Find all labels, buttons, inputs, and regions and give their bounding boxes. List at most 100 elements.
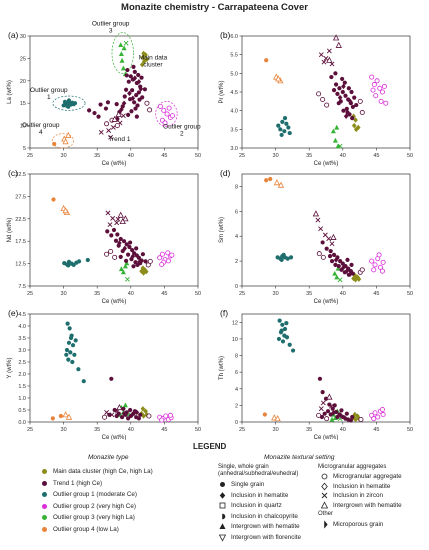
data-point xyxy=(76,259,82,264)
series-trend-1-diamond xyxy=(331,410,348,421)
y-axis-label: Sm (wt%) xyxy=(219,217,225,243)
data-point xyxy=(330,406,335,411)
legend-single-inclusion-in-hematite: Inclusion in hematite xyxy=(218,491,288,500)
legend-item-label: Outlier group 3 (very high La) xyxy=(53,514,135,521)
data-point xyxy=(371,82,377,88)
data-point xyxy=(166,105,172,111)
series-outlier-group-4-open-triangle xyxy=(62,411,73,420)
data-point xyxy=(138,86,144,92)
series-main-data-cluster-diamond xyxy=(139,265,149,276)
circle-marker-icon xyxy=(42,492,47,497)
x-tick-label: 30 xyxy=(61,291,67,297)
data-point xyxy=(337,86,342,91)
data-point xyxy=(141,270,146,276)
data-point xyxy=(52,141,57,147)
series-outlier-group-3-x xyxy=(125,276,130,282)
data-point xyxy=(131,264,136,269)
panel-letter: (d) xyxy=(220,168,231,178)
legend-title: LEGEND xyxy=(193,442,227,451)
data-point xyxy=(288,255,294,260)
legend-setting-heading: Monazite textural setting xyxy=(264,454,335,461)
x-tick-label: 30 xyxy=(273,427,279,433)
data-point xyxy=(98,102,103,107)
data-point xyxy=(130,95,136,102)
y-tick-label: 6 xyxy=(235,209,238,215)
data-point xyxy=(326,48,332,54)
group-outline xyxy=(51,133,75,149)
open-diamond-marker-icon xyxy=(321,482,328,490)
series-outlier-group-4-circle xyxy=(51,197,56,202)
x-tick-label: 35 xyxy=(306,427,312,433)
legend-item-label: Intergrown with hematite xyxy=(231,523,300,530)
data-point xyxy=(66,104,71,109)
data-point xyxy=(274,415,281,422)
data-point xyxy=(67,326,72,331)
data-point xyxy=(119,217,126,224)
data-point xyxy=(108,134,114,140)
series-trend-1-x xyxy=(315,217,335,247)
data-point xyxy=(120,113,126,119)
series-outlier-group-2-open-circle xyxy=(369,252,386,274)
legend-single-inclusion-in-chalcopyrite: Inclusion in chalcopyrite xyxy=(218,512,298,521)
y-tick-label: 4.0 xyxy=(230,109,238,115)
data-point xyxy=(341,264,346,271)
data-point xyxy=(143,259,148,264)
legend-item-label: Inclusion in quartz xyxy=(231,502,282,509)
data-point xyxy=(114,123,120,129)
series-trend-1-diamond xyxy=(333,257,353,277)
data-point xyxy=(331,88,337,93)
series-outlier-group-4-circle xyxy=(50,413,64,421)
series-outlier-group-4-open-triangle xyxy=(273,179,285,188)
series-outlier-group-2-open-circle xyxy=(369,407,386,422)
data-point xyxy=(147,107,153,113)
y-tick-label: 32.5 xyxy=(15,172,26,178)
data-point xyxy=(110,215,116,221)
data-point xyxy=(62,411,69,418)
data-point xyxy=(352,95,357,100)
data-point xyxy=(105,210,111,216)
data-point xyxy=(64,352,69,357)
data-point xyxy=(320,400,326,406)
data-point xyxy=(127,244,132,250)
circle-marker-icon xyxy=(42,480,47,486)
data-point xyxy=(336,263,341,269)
circle-marker-icon xyxy=(42,515,47,520)
y-tick-label: 5.0 xyxy=(230,71,238,77)
series-trend-1-x xyxy=(98,113,126,140)
data-point xyxy=(137,259,142,265)
data-point xyxy=(326,56,333,63)
y-tick-label: 1.0 xyxy=(18,396,26,402)
data-point xyxy=(62,138,69,145)
data-point xyxy=(122,215,129,222)
data-point xyxy=(144,100,150,106)
data-point xyxy=(163,413,169,419)
x-tick-label: 40 xyxy=(128,291,134,297)
data-point xyxy=(355,413,360,419)
data-point xyxy=(316,251,322,257)
legend: LEGEND Monazite type Monazite textural s… xyxy=(0,440,429,550)
y-tick-label: 7.5 xyxy=(18,284,26,290)
series-trend-1-open-triangle xyxy=(326,34,342,63)
series-outlier-group-2-open-circle xyxy=(157,103,175,126)
legend-single-heading: Single, whole grain (anhedral/subhedral/… xyxy=(218,464,299,477)
group-outline xyxy=(111,32,134,74)
data-point xyxy=(285,256,290,261)
data-point xyxy=(70,359,75,365)
data-point xyxy=(130,88,135,93)
series-outlier-group-4-circle xyxy=(264,58,269,63)
y-tick-label: 4 xyxy=(235,234,238,240)
data-point xyxy=(379,407,385,413)
data-point xyxy=(328,249,333,254)
data-point xyxy=(280,119,285,124)
data-point xyxy=(122,263,128,269)
data-point xyxy=(121,406,126,411)
data-point xyxy=(333,257,339,263)
y-tick-label: 2.0 xyxy=(18,372,26,378)
series-main-data-cluster-diamond xyxy=(139,406,150,419)
data-point xyxy=(98,129,104,135)
data-point xyxy=(322,411,327,416)
data-point xyxy=(64,347,70,353)
data-point xyxy=(134,93,139,98)
x-tick-label: 50 xyxy=(195,153,201,159)
